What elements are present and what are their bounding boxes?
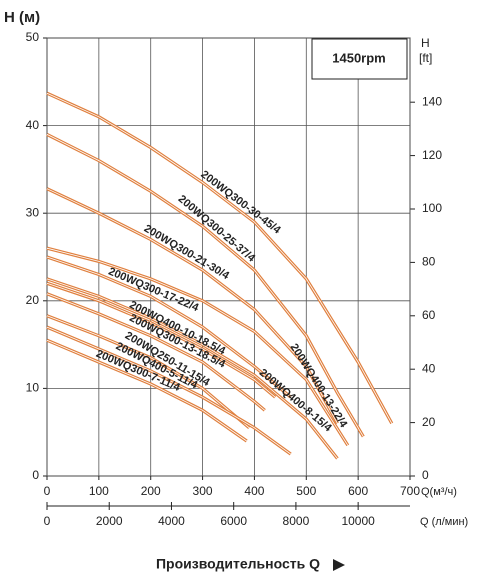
pump-curve-core <box>46 134 364 437</box>
pump-curve-core <box>46 256 291 398</box>
x2-tick-label: 0 <box>44 514 51 528</box>
y2-tick-label: 0 <box>422 468 429 482</box>
x-tick-label: 300 <box>193 484 213 498</box>
x2-tick-label: 2000 <box>96 514 123 528</box>
y-tick-label: 20 <box>26 293 40 307</box>
x-tick-label: 700 <box>400 484 420 498</box>
pump-curve-core <box>46 339 247 442</box>
x2-tick-label: 4000 <box>158 514 185 528</box>
footer: Производительность Q <box>156 556 320 572</box>
y2-axis-label: [ft] <box>419 51 432 65</box>
y2-tick-label: 100 <box>422 201 442 215</box>
y2-tick-label: 20 <box>422 415 436 429</box>
pump-curve-core <box>46 293 266 411</box>
x2-tick-label: 8000 <box>283 514 310 528</box>
y-tick-label: 0 <box>32 468 39 482</box>
y-tick-label: 10 <box>26 381 40 395</box>
x-tick-label: 200 <box>141 484 161 498</box>
y-tick-label: 30 <box>26 205 40 219</box>
y2-tick-label: 80 <box>422 255 436 269</box>
x-axis-label: Q(м³/ч) <box>421 486 457 498</box>
pump-curve-core <box>46 92 393 424</box>
y-axis-label: H (м) <box>4 9 40 26</box>
x2-tick-label: 10000 <box>341 514 375 528</box>
x-tick-label: 400 <box>244 484 264 498</box>
pump-curve-core <box>46 188 338 424</box>
annotation-box <box>311 38 408 80</box>
y2-tick-label: 120 <box>422 148 442 162</box>
y2-axis-label: H <box>421 36 430 50</box>
pump-curve-core <box>46 282 276 398</box>
y2-tick-label: 60 <box>422 308 436 322</box>
x2-tick-label: 6000 <box>220 514 247 528</box>
y-tick-label: 40 <box>26 118 40 132</box>
x-tick-label: 500 <box>296 484 316 498</box>
y2-tick-label: 140 <box>422 94 442 108</box>
pump-curve-core <box>46 315 250 429</box>
pump-curve-core <box>46 247 349 446</box>
pump-curve-core <box>46 278 338 459</box>
y-tick-label: 50 <box>26 30 40 44</box>
annotation: 1450rpm <box>332 50 385 65</box>
x2-axis-label: Q (л/мин) <box>420 516 468 528</box>
x-tick-label: 0 <box>44 484 51 498</box>
arrow-icon <box>333 559 345 571</box>
pump-curve-core <box>46 326 291 455</box>
y2-tick-label: 40 <box>422 361 436 375</box>
x-tick-label: 600 <box>348 484 368 498</box>
x-tick-label: 100 <box>89 484 109 498</box>
